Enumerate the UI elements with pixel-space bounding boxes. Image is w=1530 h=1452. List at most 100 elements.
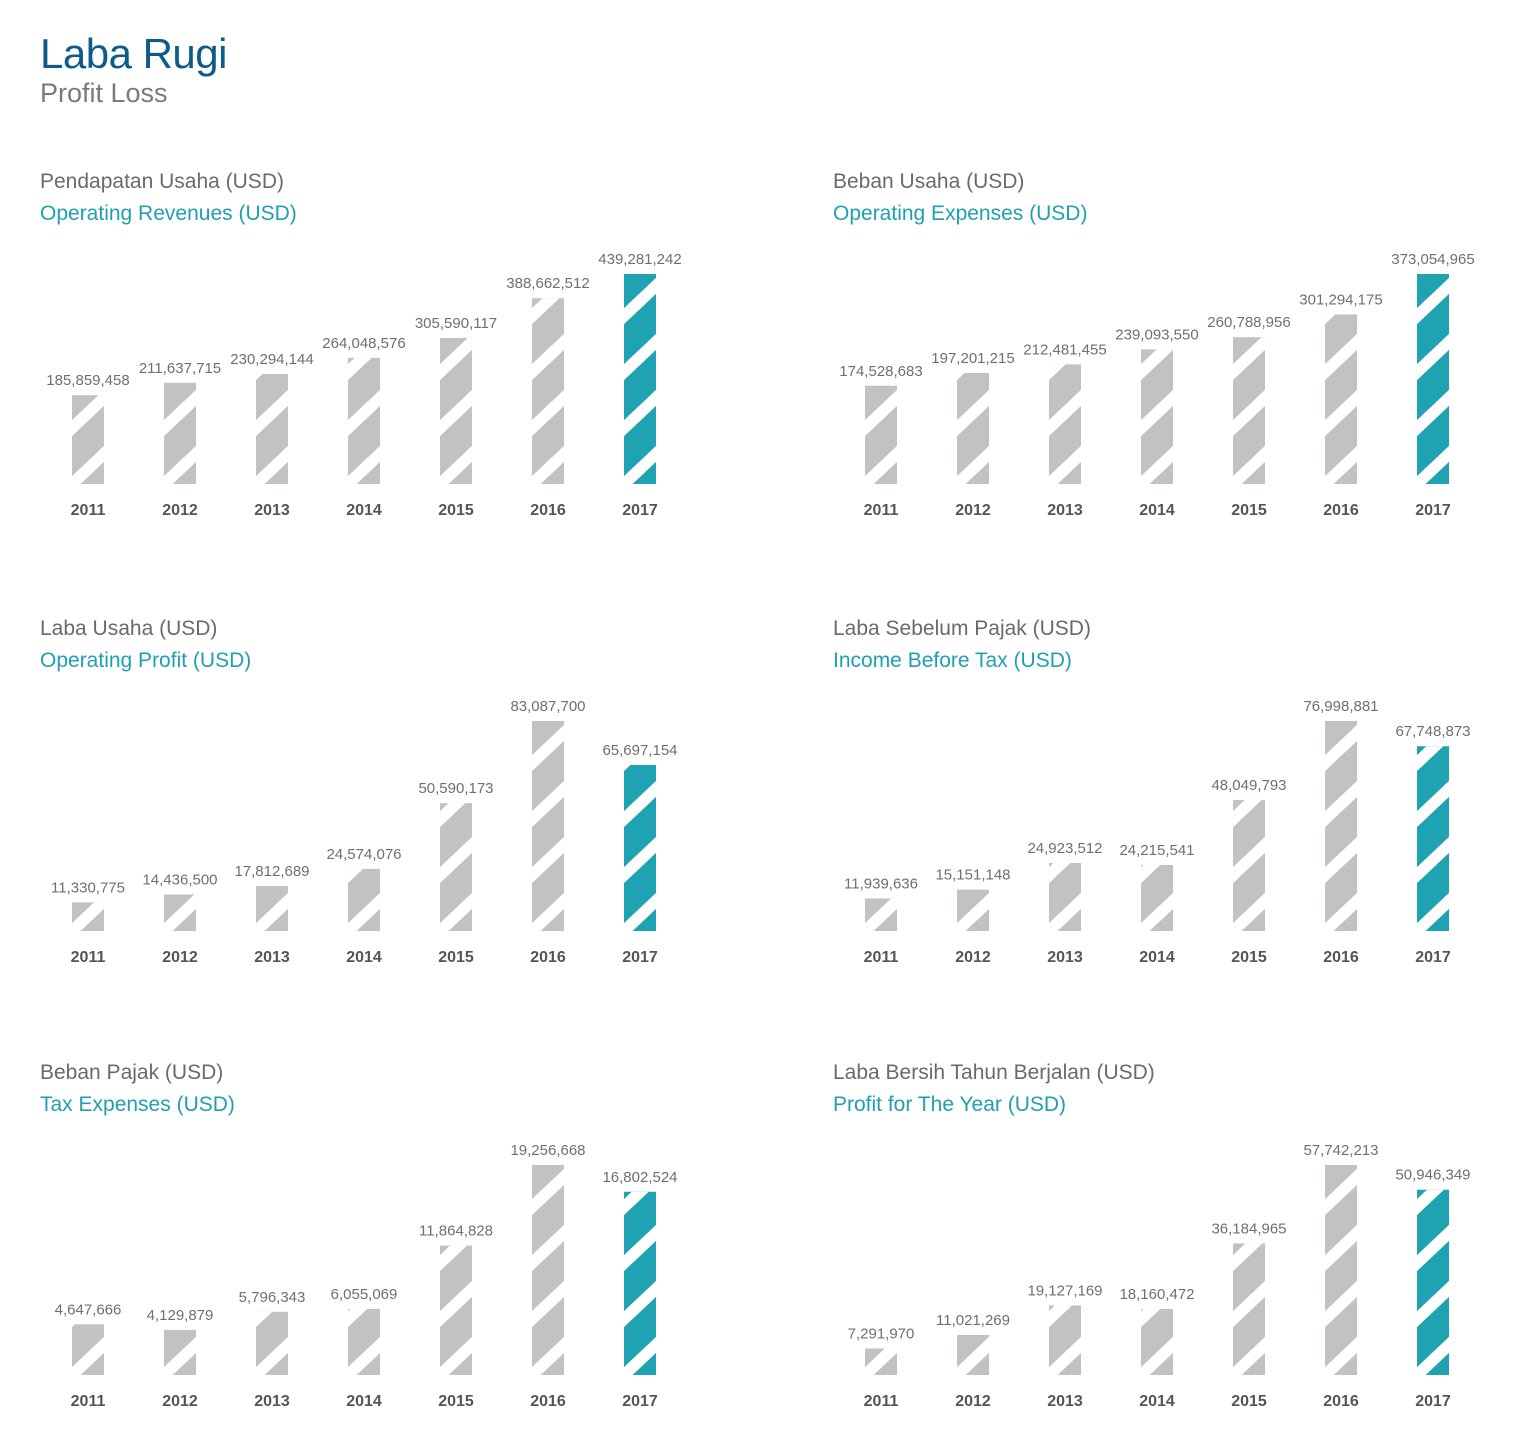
value-label: 11,330,775 (51, 879, 125, 896)
value-label: 6,055,069 (331, 1286, 398, 1303)
year-label: 2011 (864, 1393, 899, 1410)
value-label: 4,129,879 (147, 1307, 214, 1324)
value-label: 4,647,666 (55, 1301, 122, 1318)
value-label: 260,788,956 (1207, 314, 1290, 331)
value-label: 230,294,144 (230, 351, 313, 368)
year-label: 2016 (530, 1393, 566, 1410)
bar-2013 (256, 885, 288, 932)
value-label: 16,802,524 (602, 1169, 677, 1186)
bar-2015 (440, 803, 472, 931)
value-label: 65,697,154 (602, 742, 677, 759)
chart-panel-profit-for-the-year: Laba Bersih Tahun Berjalan (USD) Profit … (833, 1061, 1530, 1431)
value-label: 388,662,512 (506, 275, 589, 292)
chart-panel-operating-revenues: Pendapatan Usaha (USD) Operating Revenue… (40, 170, 740, 540)
bar-2011 (72, 1324, 104, 1376)
bar-2015 (440, 337, 472, 484)
year-label: 2011 (71, 502, 106, 519)
year-label: 2012 (955, 502, 991, 519)
year-label: 2013 (1047, 502, 1083, 519)
year-label: 2015 (1231, 1393, 1267, 1410)
chart-panel-income-before-tax: Laba Sebelum Pajak (USD) Income Before T… (833, 617, 1530, 987)
page-subtitle: Profit Loss (40, 78, 168, 108)
bar-2015 (1233, 337, 1265, 485)
year-label: 2011 (71, 1393, 106, 1410)
chart-title: Beban Usaha (USD) (833, 170, 1025, 193)
chart-panel-operating-profit: Laba Usaha (USD) Operating Profit (USD) … (40, 617, 740, 987)
chart-subtitle: Tax Expenses (USD) (40, 1093, 235, 1116)
value-label: 11,939,636 (844, 875, 918, 892)
value-label: 211,637,715 (139, 360, 221, 377)
bar-2016 (532, 1165, 564, 1375)
bar-2017 (624, 764, 656, 931)
year-label: 2016 (1323, 502, 1359, 519)
chart-title: Beban Pajak (USD) (40, 1061, 224, 1084)
year-label: 2015 (438, 949, 474, 966)
value-label: 11,864,828 (419, 1223, 493, 1240)
year-label: 2016 (1323, 949, 1359, 966)
year-label: 2017 (622, 502, 658, 519)
value-label: 264,048,576 (322, 335, 405, 352)
chart-title: Laba Usaha (USD) (40, 617, 218, 640)
year-label: 2014 (346, 1393, 382, 1410)
bar-2012 (957, 372, 989, 484)
bar-2013 (1049, 364, 1081, 484)
value-label: 185,859,458 (46, 372, 129, 389)
value-label: 174,528,683 (839, 363, 922, 380)
bar-2015 (1233, 1243, 1265, 1376)
bar-2013 (1049, 1305, 1081, 1375)
year-label: 2015 (438, 502, 474, 519)
bar-chart-operating-expenses: 174,528,683 2011 197,201,215 2012 212,481,45… (839, 251, 1474, 519)
bar-chart-tax-expenses: 4,647,666 2011 4,129,879 2012 5,796,343 2013 6… (55, 1142, 678, 1410)
value-label: 239,093,550 (1115, 326, 1198, 343)
value-label: 301,294,175 (1299, 291, 1382, 308)
year-label: 2017 (1415, 502, 1451, 519)
value-label: 24,215,541 (1119, 842, 1194, 859)
value-label: 11,021,269 (936, 1312, 1010, 1329)
year-label: 2017 (622, 949, 658, 966)
bar-2014 (348, 357, 380, 484)
value-label: 373,054,965 (1391, 251, 1474, 268)
value-label: 67,748,873 (1395, 723, 1470, 740)
value-label: 5,796,343 (239, 1289, 306, 1306)
value-label: 197,201,215 (931, 350, 1014, 367)
value-label: 48,049,793 (1211, 777, 1286, 794)
year-label: 2016 (530, 949, 566, 966)
year-label: 2012 (162, 949, 198, 966)
chart-title: Laba Bersih Tahun Berjalan (USD) (833, 1061, 1155, 1084)
value-label: 57,742,213 (1303, 1142, 1378, 1159)
value-label: 50,946,349 (1395, 1167, 1470, 1184)
bar-2014 (1141, 349, 1173, 484)
year-label: 2012 (955, 949, 991, 966)
year-label: 2012 (955, 1393, 991, 1410)
value-label: 15,151,148 (935, 867, 1010, 884)
value-label: 18,160,472 (1119, 1286, 1194, 1303)
chart-subtitle: Profit for The Year (USD) (833, 1093, 1067, 1116)
year-label: 2013 (1047, 1393, 1083, 1410)
bar-2013 (256, 1311, 288, 1375)
bar-2012 (957, 1334, 989, 1375)
bar-chart-operating-revenues: 185,859,458 2011 211,637,715 2012 230,294,14… (46, 251, 681, 519)
value-label: 76,998,881 (1303, 698, 1378, 715)
bar-2016 (1325, 1165, 1357, 1375)
bar-2013 (256, 373, 288, 484)
year-label: 2014 (346, 502, 382, 519)
bar-2016 (532, 298, 564, 484)
bar-2012 (164, 382, 196, 484)
bar-2011 (865, 1348, 897, 1375)
bar-chart-profit-for-the-year: 7,291,970 2011 11,021,269 2012 19,127,169 201… (848, 1142, 1471, 1410)
year-label: 2014 (1139, 949, 1175, 966)
value-label: 83,087,700 (510, 698, 585, 715)
value-label: 19,127,169 (1027, 1282, 1102, 1299)
bar-2017 (1417, 274, 1449, 484)
value-label: 50,590,173 (418, 780, 493, 797)
value-label: 19,256,668 (510, 1142, 585, 1159)
value-label: 24,574,076 (326, 846, 401, 863)
year-label: 2012 (162, 1393, 198, 1410)
bar-2012 (957, 889, 989, 931)
year-label: 2011 (864, 502, 899, 519)
bar-2017 (1417, 746, 1449, 931)
bar-2014 (1141, 864, 1173, 931)
bar-2015 (440, 1245, 472, 1375)
year-label: 2014 (1139, 502, 1175, 519)
year-label: 2015 (1231, 949, 1267, 966)
